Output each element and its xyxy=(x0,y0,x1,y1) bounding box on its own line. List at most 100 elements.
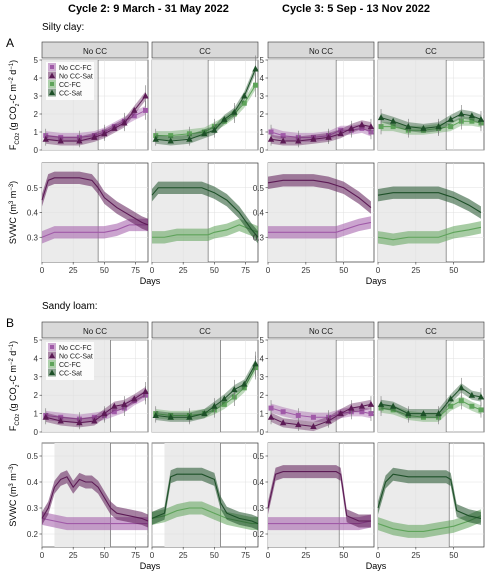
data-point xyxy=(267,135,275,142)
x-tick-label: 50 xyxy=(449,551,458,560)
facet-strip xyxy=(267,41,375,59)
confidence-band xyxy=(45,390,146,424)
y-tick-label: 3 xyxy=(260,92,265,101)
panel xyxy=(377,162,485,263)
x-tick-label: 50 xyxy=(339,266,348,275)
data-point xyxy=(241,92,248,99)
data-point xyxy=(111,402,118,409)
x-tick-label: 0 xyxy=(266,266,271,275)
data-point xyxy=(91,417,98,424)
data-point xyxy=(338,127,344,133)
y-axis-title-svwc: SVWC (m3 m−3) xyxy=(8,463,18,526)
data-point xyxy=(201,130,208,137)
x-tick-label: 0 xyxy=(376,551,381,560)
y-tick-label: 2 xyxy=(34,110,39,119)
data-point xyxy=(91,414,97,420)
y-tick-label: 0.5 xyxy=(27,452,39,461)
legend-label: CC-Sat xyxy=(59,371,82,378)
data-point xyxy=(448,403,454,409)
y-tick-label: 0.4 xyxy=(27,209,39,218)
y-tick-label: 0 xyxy=(34,146,39,155)
y-tick-label: 2 xyxy=(260,391,265,400)
data-point xyxy=(142,92,149,99)
data-point xyxy=(469,118,475,124)
facet-strip-label: CC xyxy=(199,47,211,56)
legend-label: CC-Sat xyxy=(59,91,82,98)
y-tick-label: 0.4 xyxy=(253,478,265,487)
facet-strip-label: No CC xyxy=(83,327,107,336)
y-tick-label: 4 xyxy=(34,354,39,363)
section-a-letter: A xyxy=(6,36,14,50)
data-point xyxy=(325,417,332,424)
x-tick-label: 25 xyxy=(411,266,420,275)
y-tick-label: 5 xyxy=(260,336,265,345)
y-tick-label: 1 xyxy=(260,410,265,419)
data-point xyxy=(478,407,484,413)
legend-symbol xyxy=(50,362,54,366)
series-line xyxy=(268,221,372,233)
shaded-period xyxy=(268,60,337,150)
data-point xyxy=(57,137,64,144)
data-point xyxy=(167,137,174,144)
confidence-band xyxy=(42,470,148,528)
data-point xyxy=(295,137,302,144)
data-point xyxy=(458,110,465,117)
data-point xyxy=(76,137,83,144)
data-point xyxy=(121,119,128,126)
x-tick-label: 25 xyxy=(69,551,78,560)
series-line xyxy=(377,473,482,519)
legend-symbol xyxy=(49,72,55,78)
confidence-band xyxy=(152,218,258,244)
shaded-period xyxy=(378,60,447,150)
y-tick-label: 0.2 xyxy=(27,530,39,539)
data-point xyxy=(131,395,138,402)
confidence-band xyxy=(152,467,258,531)
x-tick-label: 75 xyxy=(241,266,250,275)
data-point xyxy=(58,414,64,420)
data-point xyxy=(458,398,464,404)
data-point xyxy=(310,414,316,420)
data-point xyxy=(131,113,137,119)
y-tick-label: 0 xyxy=(34,428,39,437)
data-point xyxy=(253,82,259,88)
y-axis-title-flux: FCO2 (g CO2-C m−2 d−1) xyxy=(8,60,21,150)
x-tick-label: 50 xyxy=(339,551,348,560)
data-point xyxy=(279,137,287,144)
section-b-letter: B xyxy=(6,316,14,330)
data-point xyxy=(152,135,159,142)
y-tick-label: 5 xyxy=(34,56,39,65)
y-tick-label: 0.3 xyxy=(253,504,265,513)
legend-symbol xyxy=(50,65,54,69)
data-point xyxy=(211,126,218,133)
x-axis-title: Days xyxy=(366,276,387,286)
y-tick-label: 4 xyxy=(34,74,39,83)
data-point xyxy=(477,393,485,400)
confidence-band xyxy=(378,186,481,219)
confidence-band xyxy=(268,514,371,531)
data-point xyxy=(448,124,454,130)
y-tick-label: 0.5 xyxy=(253,452,265,461)
series-line xyxy=(377,226,482,241)
y-tick-label: 5 xyxy=(260,56,265,65)
facet-strip-label: No CC xyxy=(83,47,107,56)
y-tick-label: 0.3 xyxy=(253,233,265,242)
data-point xyxy=(348,124,355,131)
series-line xyxy=(41,224,148,238)
x-tick-label: 50 xyxy=(100,266,109,275)
x-tick-label: 25 xyxy=(179,266,188,275)
y-tick-label: 0 xyxy=(260,428,265,437)
confidence-band xyxy=(42,171,148,232)
shaded-period xyxy=(268,340,337,432)
data-point xyxy=(211,402,218,409)
data-point xyxy=(389,117,397,124)
data-point xyxy=(337,130,344,137)
data-point xyxy=(377,114,385,121)
shaded-period xyxy=(268,443,340,547)
data-point xyxy=(435,410,442,417)
data-point xyxy=(420,124,427,131)
y-tick-label: 3 xyxy=(260,373,265,382)
data-point xyxy=(121,400,128,407)
facet-strip xyxy=(41,321,149,339)
